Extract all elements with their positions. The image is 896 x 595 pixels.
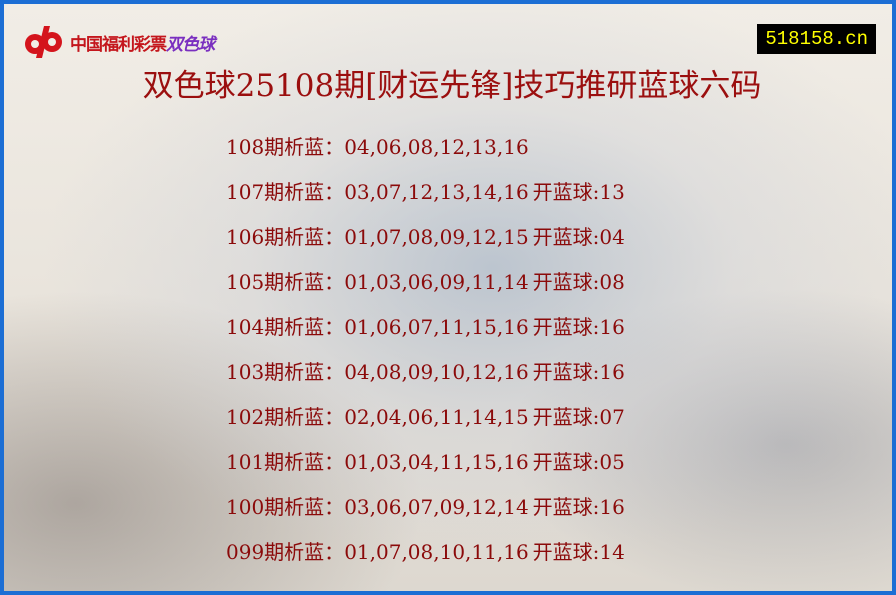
row-label: 103期析蓝： [226,360,345,384]
row-label: 108期析蓝： [226,135,345,159]
lottery-logo-icon [25,26,62,58]
prediction-row: 100期析蓝：03,06,07,09,12,14 开蓝球:16 [226,492,625,537]
row-result: 开蓝球:16 [532,495,625,519]
row-numbers: 01,06,07,11,15,16 [344,315,529,339]
logo-text: 中国福利彩票 [70,34,167,55]
row-result: 开蓝球:05 [532,450,625,474]
row-label: 101期析蓝： [226,450,345,474]
prediction-row: 105期析蓝：01,03,06,09,11,14 开蓝球:08 [226,267,625,312]
site-badge: 518158.cn [757,24,876,54]
logo-sub: 双色球 [166,34,215,55]
row-numbers: 02,04,06,11,14,15 [344,405,529,429]
row-result: 开蓝球:16 [532,315,625,339]
row-numbers: 01,07,08,09,12,15 [344,225,529,249]
prediction-row: 104期析蓝：01,06,07,11,15,16 开蓝球:16 [226,312,625,357]
prediction-list: 108期析蓝：04,06,08,12,13,16 107期析蓝：03,07,12,… [226,132,625,582]
row-result: 开蓝球:13 [532,180,625,204]
welfare-lottery-logo: 中国福利彩票 双色球 [22,24,215,60]
row-numbers: 04,06,08,12,13,16 [344,135,529,159]
row-label: 100期析蓝： [226,495,345,519]
row-label: 099期析蓝： [226,540,345,564]
row-result: 开蓝球:14 [532,540,625,564]
row-label: 107期析蓝： [226,180,345,204]
row-label: 102期析蓝： [226,405,345,429]
prediction-row: 107期析蓝：03,07,12,13,14,16 开蓝球:13 [226,177,625,222]
row-label: 106期析蓝： [226,225,345,249]
row-label: 105期析蓝： [226,270,345,294]
row-label: 104期析蓝： [226,315,345,339]
row-numbers: 01,03,04,11,15,16 [344,450,529,474]
prediction-row: 101期析蓝：01,03,04,11,15,16 开蓝球:05 [226,447,625,492]
row-numbers: 04,08,09,10,12,16 [344,360,529,384]
prediction-row: 102期析蓝：02,04,06,11,14,15 开蓝球:07 [226,402,625,447]
prediction-row: 108期析蓝：04,06,08,12,13,16 [226,132,625,177]
prediction-row: 099期析蓝：01,07,08,10,11,16 开蓝球:14 [226,537,625,582]
row-numbers: 03,06,07,09,12,14 [344,495,529,519]
prediction-row: 103期析蓝：04,08,09,10,12,16 开蓝球:16 [226,357,625,402]
prediction-row: 106期析蓝：01,07,08,09,12,15 开蓝球:04 [226,222,625,267]
row-numbers: 01,03,06,09,11,14 [344,270,529,294]
row-numbers: 03,07,12,13,14,16 [344,180,529,204]
row-result: 开蓝球:07 [532,405,625,429]
row-result: 开蓝球:16 [532,360,625,384]
row-numbers: 01,07,08,10,11,16 [344,540,529,564]
page-title: 双色球25108期[财运先锋]技巧推研蓝球六码 [142,68,762,104]
row-result: 开蓝球:08 [532,270,625,294]
row-result: 开蓝球:04 [532,225,625,249]
